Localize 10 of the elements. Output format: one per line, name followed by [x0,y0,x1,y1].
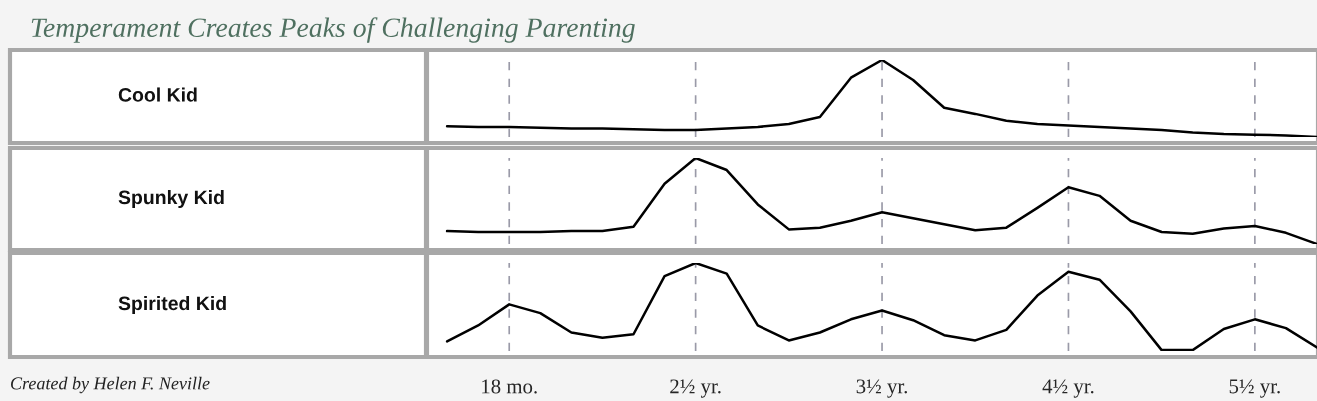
x-tick-label: 4½ yr. [1042,379,1094,398]
text: Spunky Kid [118,189,224,209]
text: Cool Kid [118,87,197,102]
text: Spirited Kid [118,295,226,315]
x-tick-label: 3½ yr. [856,379,907,398]
x-tick-label: 2½ yr. [670,379,721,398]
chart-title: Temperament Creates Peaks of Challenging Parenting [31,17,635,43]
text: Created by Helen F. Neville [11,376,210,394]
x-tick-label: 5½ yr. [1229,379,1280,398]
x-tick-label: 18 mo. [482,379,537,394]
